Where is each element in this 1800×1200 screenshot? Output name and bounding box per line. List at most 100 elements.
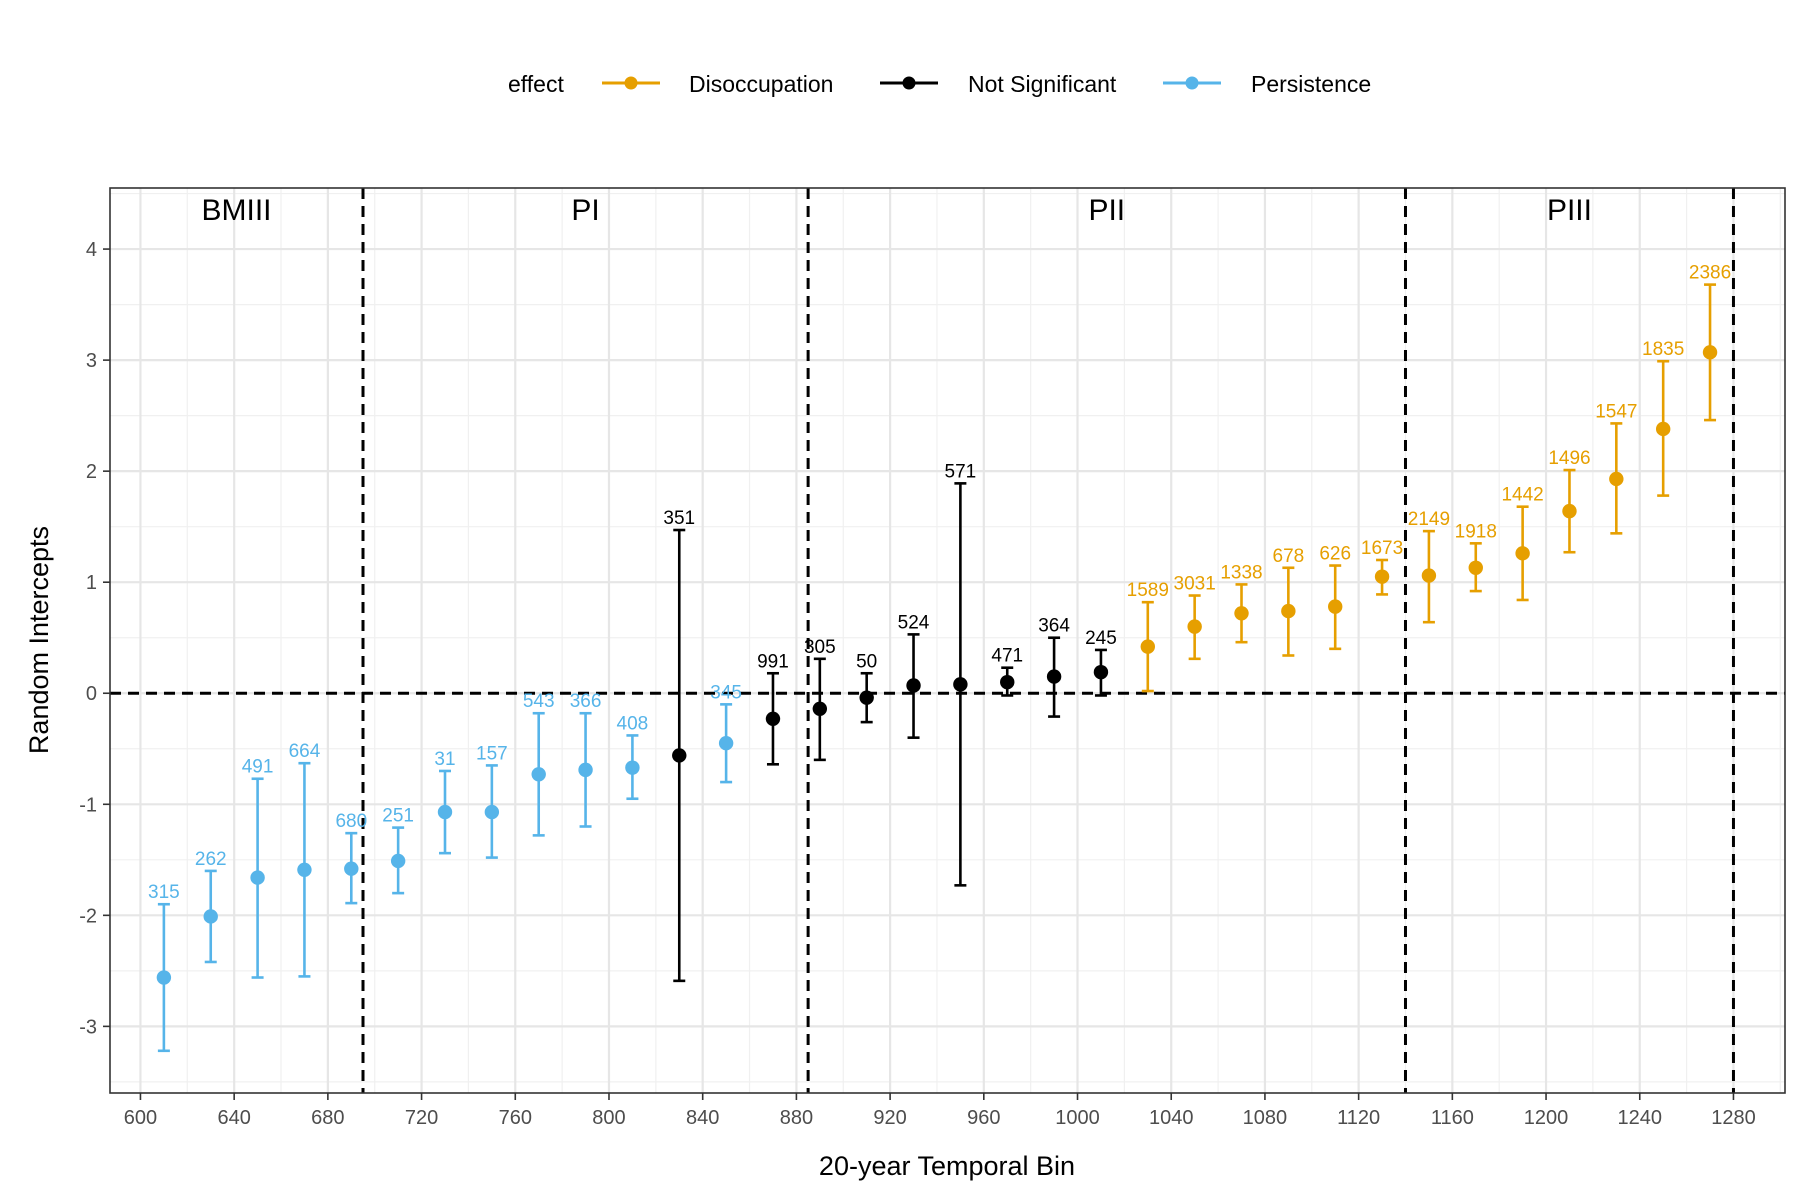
data-label-bin-1030: 1589 bbox=[1127, 580, 1169, 601]
data-label-bin-790: 366 bbox=[570, 691, 602, 712]
y-tick-label: -3 bbox=[79, 1016, 97, 1038]
period-label-pii: PII bbox=[1088, 194, 1125, 227]
data-label-bin-1090: 678 bbox=[1273, 546, 1305, 567]
legend-item-not-significant: Not Significant bbox=[880, 71, 1117, 97]
data-label-bin-950: 571 bbox=[945, 461, 977, 482]
data-point-bin-1030 bbox=[1140, 639, 1155, 654]
legend-label-not-significant: Not Significant bbox=[968, 71, 1117, 97]
data-label-bin-690: 680 bbox=[335, 811, 367, 832]
data-label-bin-1210: 1496 bbox=[1548, 448, 1590, 469]
x-tick-label: 1040 bbox=[1149, 1107, 1194, 1129]
x-tick-label: 760 bbox=[499, 1107, 532, 1129]
data-point-bin-950 bbox=[953, 677, 968, 692]
axis-layer: 600 640 680 720 760 800 840 880 920 960 1000 1040 10… bbox=[79, 239, 1756, 1129]
data-point-bin-830 bbox=[672, 748, 687, 763]
y-tick-label: 2 bbox=[86, 461, 97, 483]
x-tick-label: 1200 bbox=[1524, 1107, 1569, 1129]
data-label-bin-1110: 626 bbox=[1319, 544, 1351, 565]
reference-lines-layer bbox=[110, 188, 1785, 1093]
data-point-bin-1170 bbox=[1468, 560, 1483, 575]
data-label-bin-990: 364 bbox=[1038, 616, 1070, 637]
x-tick-label: 1000 bbox=[1055, 1107, 1100, 1129]
data-label-bin-870: 991 bbox=[757, 651, 789, 672]
y-tick-label: -2 bbox=[79, 905, 97, 927]
legend: effect Disoccupation Not Significant Per… bbox=[508, 71, 1371, 97]
data-point-bin-1270 bbox=[1702, 345, 1718, 360]
y-axis-title: Random Intercepts bbox=[24, 526, 54, 754]
data-label-bin-710: 251 bbox=[382, 806, 414, 827]
data-point-bin-610 bbox=[156, 970, 172, 985]
legend-item-persistence: Persistence bbox=[1163, 71, 1371, 97]
data-label-bin-830: 351 bbox=[663, 508, 695, 529]
data-label-bin-810: 408 bbox=[617, 713, 649, 734]
x-tick-label: 880 bbox=[780, 1107, 813, 1129]
data-point-bin-650 bbox=[250, 870, 265, 885]
data-point-bin-630 bbox=[203, 909, 218, 924]
data-point-bin-1250 bbox=[1655, 421, 1671, 437]
data-point-bin-810 bbox=[625, 760, 640, 775]
data-label-bin-890: 305 bbox=[804, 637, 836, 658]
data-point-bin-1090 bbox=[1281, 603, 1296, 619]
x-tick-label: 840 bbox=[686, 1107, 719, 1129]
data-point-bin-690 bbox=[344, 861, 359, 876]
data-point-bin-1190 bbox=[1515, 546, 1530, 561]
data-label-bin-970: 471 bbox=[991, 646, 1023, 667]
x-tick-label: 640 bbox=[217, 1107, 250, 1129]
x-tick-label: 720 bbox=[405, 1107, 438, 1129]
data-label-bin-1010: 245 bbox=[1085, 628, 1117, 649]
data-point-bin-1010 bbox=[1093, 664, 1109, 680]
data-label-bin-910: 50 bbox=[856, 651, 877, 672]
x-tick-label: 1080 bbox=[1243, 1107, 1288, 1129]
data-label-bin-1070: 1338 bbox=[1220, 562, 1262, 583]
data-point-bin-730 bbox=[437, 804, 453, 820]
data-label-bin-750: 157 bbox=[476, 743, 508, 764]
data-point-bin-1110 bbox=[1328, 599, 1343, 614]
data-point-bin-670 bbox=[297, 862, 312, 878]
period-label-piii: PIII bbox=[1547, 194, 1592, 227]
data-label-bin-1130: 1673 bbox=[1361, 538, 1403, 559]
x-axis-title: 20-year Temporal Bin bbox=[819, 1151, 1075, 1181]
data-label-bin-930: 524 bbox=[898, 612, 930, 633]
data-point-bin-970 bbox=[1000, 674, 1015, 690]
legend-title: effect bbox=[508, 71, 564, 97]
data-label-bin-1150: 2149 bbox=[1408, 509, 1450, 530]
data-point-bin-930 bbox=[906, 678, 921, 693]
legend-key-point-not-significant bbox=[902, 76, 916, 90]
y-tick-label: 0 bbox=[86, 683, 97, 705]
legend-label-disoccupation: Disoccupation bbox=[689, 71, 833, 97]
legend-label-persistence: Persistence bbox=[1251, 71, 1371, 97]
data-label-bin-1190: 1442 bbox=[1501, 485, 1543, 506]
data-label-bin-1050: 3031 bbox=[1174, 574, 1216, 595]
data-point-bin-1070 bbox=[1234, 606, 1249, 621]
data-label-bin-1250: 1835 bbox=[1642, 339, 1684, 360]
data-point-bin-1050 bbox=[1187, 619, 1202, 634]
data-label-bin-1170: 1918 bbox=[1455, 521, 1497, 542]
data-label-bin-670: 664 bbox=[289, 741, 321, 762]
data-point-bin-770 bbox=[531, 767, 546, 782]
data-point-bin-790 bbox=[578, 762, 593, 778]
period-label-bmiii: BMIII bbox=[201, 194, 271, 227]
data-point-bin-1130 bbox=[1374, 569, 1390, 584]
data-label-bin-650: 491 bbox=[242, 757, 274, 778]
y-tick-label: 1 bbox=[86, 572, 97, 594]
data-point-bin-870 bbox=[765, 711, 781, 726]
data-point-bin-1150 bbox=[1421, 568, 1437, 583]
period-labels-layer: BMIII PI PII PIII bbox=[201, 194, 1591, 227]
data-point-bin-890 bbox=[812, 701, 828, 716]
x-tick-label: 960 bbox=[967, 1107, 1000, 1129]
data-label-bin-1270: 2386 bbox=[1689, 263, 1731, 284]
data-label-bin-610: 315 bbox=[148, 882, 180, 903]
data-label-bin-630: 262 bbox=[195, 849, 227, 870]
y-tick-label: 3 bbox=[86, 350, 97, 372]
x-tick-label: 920 bbox=[873, 1107, 906, 1129]
x-tick-label: 1280 bbox=[1711, 1107, 1756, 1129]
period-label-pi: PI bbox=[571, 194, 599, 227]
y-tick-label: -1 bbox=[79, 794, 97, 816]
x-tick-label: 1160 bbox=[1431, 1107, 1474, 1129]
data-layer: 315 262 491 664 680 251 31 157 543 366 408 351 345 99… bbox=[148, 263, 1731, 1053]
x-tick-label: 1240 bbox=[1618, 1107, 1663, 1129]
data-point-bin-990 bbox=[1046, 669, 1062, 684]
